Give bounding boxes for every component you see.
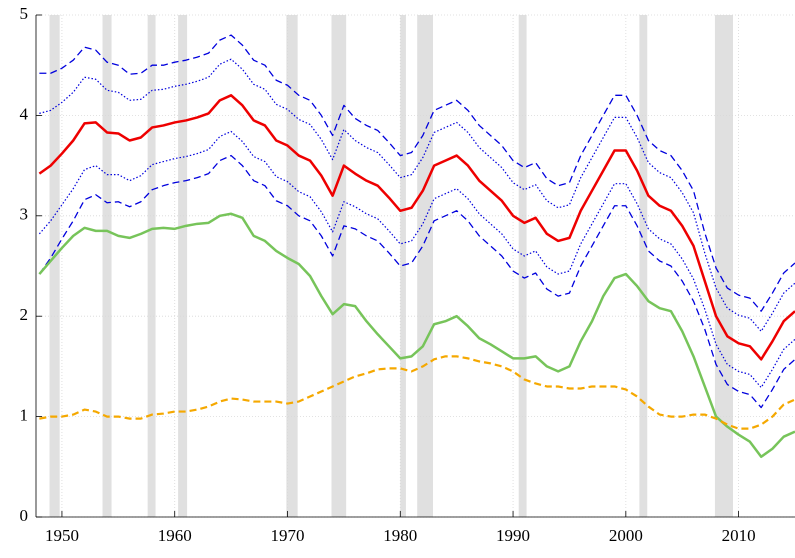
x-tick-label: 1970 bbox=[270, 526, 304, 545]
y-tick-label: 1 bbox=[20, 406, 29, 425]
recession-band bbox=[103, 15, 112, 517]
recession-band bbox=[178, 15, 187, 517]
x-tick-label: 2000 bbox=[609, 526, 643, 545]
y-tick-label: 2 bbox=[20, 305, 29, 324]
recession-band bbox=[519, 15, 527, 517]
recession-band bbox=[715, 15, 733, 517]
y-tick-label: 3 bbox=[20, 205, 29, 224]
axis-layer: 0 1 2 3 4 5 1950 1960 1970 1980 1990 2000 2010 bbox=[20, 4, 795, 545]
x-tick-label: 1990 bbox=[496, 526, 530, 545]
recession-band bbox=[417, 15, 433, 517]
y-tick-label: 0 bbox=[20, 506, 29, 525]
recession-band bbox=[286, 15, 297, 517]
x-tick-label: 1960 bbox=[158, 526, 192, 545]
recession-band bbox=[331, 15, 346, 517]
recession-band bbox=[639, 15, 647, 517]
x-tick-label: 1950 bbox=[45, 526, 79, 545]
x-tick-label: 2010 bbox=[722, 526, 756, 545]
y-tick-label: 4 bbox=[20, 104, 29, 123]
x-tick-label: 1980 bbox=[383, 526, 417, 545]
y-tick-label: 5 bbox=[20, 4, 29, 23]
recession-band bbox=[400, 15, 406, 517]
recession-band bbox=[50, 15, 60, 517]
